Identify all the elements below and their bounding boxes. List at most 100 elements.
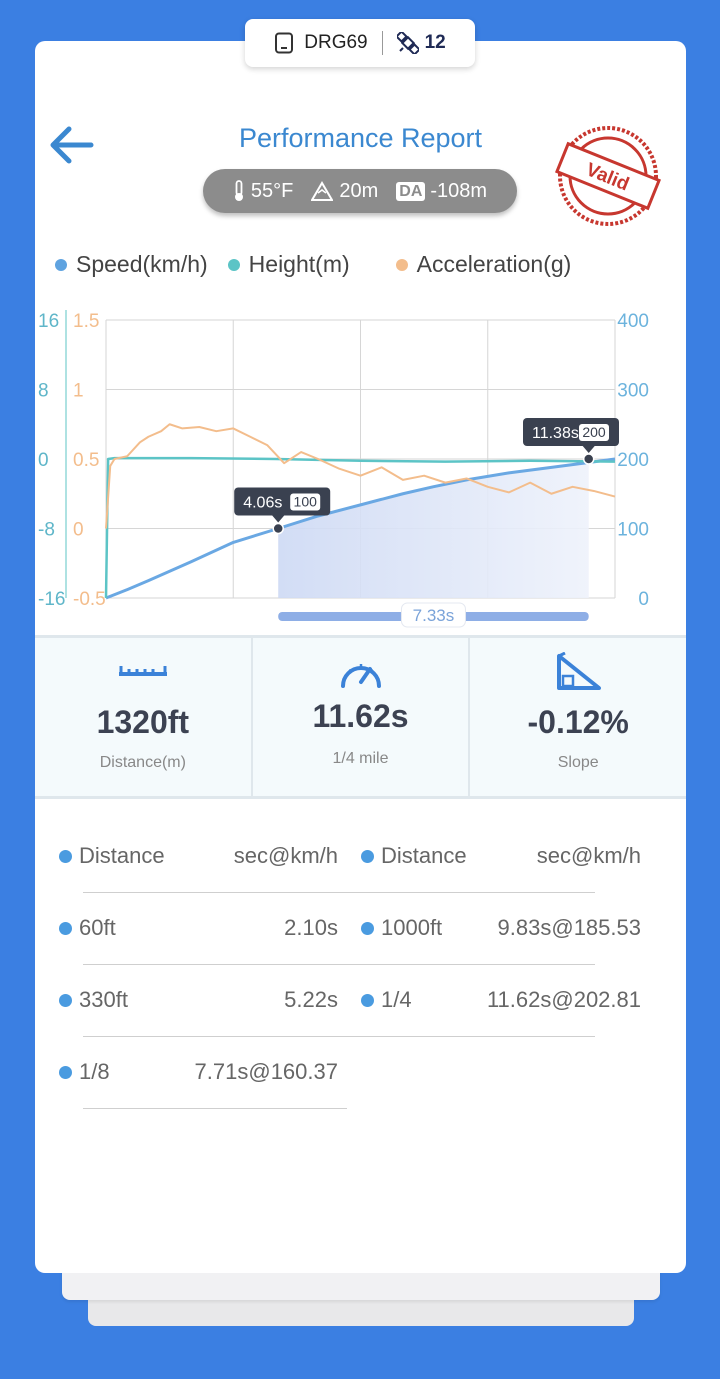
column-header-time: sec@km/h <box>536 843 641 868</box>
device-name: DRG69 <box>304 32 368 53</box>
mountain-icon <box>311 181 334 201</box>
temperature-reading: 55°F <box>233 180 293 203</box>
divider <box>83 892 595 893</box>
marker-time-label: 11.38s <box>532 425 579 442</box>
legend-dot <box>55 258 67 271</box>
altitude-value: 20m <box>339 179 379 202</box>
density-altitude-value: -108m <box>430 179 488 202</box>
legend-acceleration[interactable]: Acceleration(g) <box>395 251 572 278</box>
slope-icon <box>557 652 602 690</box>
speed-tick-label: 0 <box>638 589 649 610</box>
interval-duration-label: 7.33s <box>413 606 455 625</box>
table-row: 60ft 2.10s 1000ft 9.83s@185.53 <box>35 908 686 948</box>
bullet-dot <box>361 921 374 935</box>
height-tick-label: 0 <box>38 450 49 471</box>
table-header-row: Distance sec@km/h Distance sec@km/h <box>35 836 686 876</box>
distance-label: Distance(m) <box>99 754 186 771</box>
quarter-mile-value: 11.62s <box>312 698 409 734</box>
environment-bar: 55°F 20m DA -108m <box>203 169 517 213</box>
speed-tick-label: 300 <box>617 381 649 402</box>
acceleration-tick-label: 1.5 <box>73 311 99 332</box>
column-header-distance: Distance <box>79 843 165 868</box>
split-time: 11.62s@202.81 <box>486 987 641 1012</box>
quarter-mile-label: 1/4 mile <box>332 750 389 767</box>
speed-tick-label: 400 <box>617 311 649 332</box>
acceleration-tick-label: -0.5 <box>73 589 106 610</box>
height-series-line <box>104 456 616 599</box>
back-button[interactable] <box>47 123 95 172</box>
interval-selection[interactable]: 7.33s <box>278 462 589 628</box>
acceleration-series-line <box>105 423 616 529</box>
column-header-distance: Distance <box>381 843 467 868</box>
performance-chart[interactable]: 7.33s 16 8 0 -8 -16 1.5 1 0.5 0 -0.5 400 300 200 100 0… <box>35 293 686 633</box>
distance-value: 1320ft <box>96 704 190 740</box>
back-arrow-icon <box>50 126 94 164</box>
height-tick-label: -16 <box>38 589 65 610</box>
bullet-dot <box>59 849 72 863</box>
chart-series <box>104 423 616 600</box>
marker-speed-label: 100 <box>294 494 318 510</box>
bullet-dot <box>59 1065 72 1079</box>
split-time: 5.22s <box>284 987 338 1012</box>
split-distance: 1/8 <box>79 1059 110 1084</box>
chart-markers[interactable]: 4.06s 100 11.38s 200 <box>234 418 619 535</box>
split-distance: 60ft <box>79 915 116 940</box>
acceleration-tick-label: 0.5 <box>73 450 99 471</box>
device-badge[interactable]: DRG69 12 <box>245 19 475 67</box>
chart-legend: Speed(km/h) Height(m) Acceleration(g) <box>55 251 591 278</box>
page-title: Performance Report <box>238 123 483 153</box>
stat-distance: 1320ft Distance(m) <box>35 638 251 796</box>
thermometer-icon <box>234 180 243 201</box>
height-tick-label: 8 <box>38 381 49 402</box>
split-distance: 330ft <box>79 987 128 1012</box>
stat-slope: -0.12% Slope <box>468 638 686 796</box>
speed-series-line <box>105 457 616 600</box>
split-time: 2.10s <box>284 915 338 940</box>
speed-tick-label: 100 <box>617 520 649 541</box>
bullet-dot <box>361 993 374 1007</box>
legend-speed[interactable]: Speed(km/h) <box>55 251 208 278</box>
divider <box>83 1108 347 1109</box>
stat-quarter-mile: 11.62s 1/4 mile <box>250 638 469 796</box>
interval-label-box[interactable] <box>400 602 466 628</box>
divider <box>381 31 383 55</box>
slope-value: -0.12% <box>527 704 629 740</box>
marker-speed-badge <box>579 424 609 441</box>
legend-label: Speed(km/h) <box>76 251 208 277</box>
legend-label: Height(m) <box>248 251 350 277</box>
legend-height[interactable]: Height(m) <box>227 251 350 278</box>
split-time: 9.83s@185.53 <box>497 915 641 940</box>
chart-axes: 16 8 0 -8 -16 1.5 1 0.5 0 -0.5 400 300 200 100 0 <box>38 310 649 610</box>
satellite-icon <box>396 32 419 54</box>
marker-speed-label: 200 <box>582 424 606 440</box>
height-tick-label: -8 <box>38 520 55 541</box>
split-distance: 1000ft <box>381 915 443 940</box>
stats-panel: 1320ft Distance(m) 11.62s 1/4 mile <box>35 635 686 799</box>
table-row: 330ft 5.22s 1/4 11.62s@202.81 <box>35 980 686 1020</box>
divider <box>83 964 595 965</box>
ruler-icon <box>118 666 167 676</box>
marker-point[interactable] <box>272 522 284 535</box>
temperature-value: 55°F <box>250 179 294 202</box>
divider <box>83 1036 595 1037</box>
bullet-dot <box>361 849 374 863</box>
split-distance: 1/4 <box>381 987 412 1012</box>
acceleration-tick-label: 1 <box>73 381 84 402</box>
bullet-dot <box>59 993 72 1007</box>
da-badge: DA <box>396 181 426 201</box>
slope-label: Slope <box>557 754 599 771</box>
speed-tick-label: 200 <box>617 450 649 471</box>
legend-dot <box>395 258 408 271</box>
legend-dot <box>227 258 240 271</box>
density-altitude-reading: DA -108m <box>396 180 487 203</box>
table-row: 1/8 7.71s@160.37 <box>35 1052 686 1092</box>
marker-point[interactable] <box>582 453 595 465</box>
marker-time-label: 4.06s <box>243 495 282 512</box>
height-tick-label: 16 <box>38 311 59 332</box>
legend-label: Acceleration(g) <box>416 251 572 277</box>
marker-tooltip-pointer <box>272 515 285 523</box>
interval-fill[interactable] <box>278 462 589 598</box>
satellite-count: 12 <box>424 32 446 53</box>
valid-stamp: Valid <box>553 123 663 234</box>
report-card: Performance Report Valid 55°F 20m <box>35 41 686 1273</box>
